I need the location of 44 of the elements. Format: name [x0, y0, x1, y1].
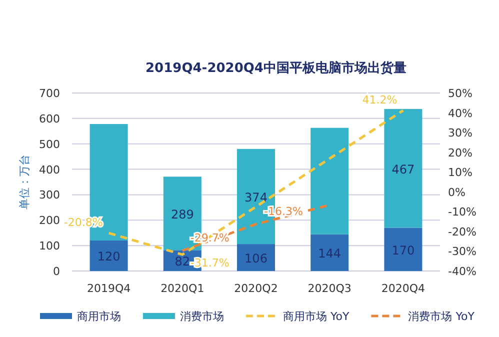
y-tick-label: 200: [39, 214, 60, 228]
y2-tick-label: 50%: [448, 87, 472, 100]
y2-tick-label: -40%: [448, 265, 476, 278]
bar: [90, 240, 128, 271]
bar: [384, 228, 422, 271]
y-tick-label: 700: [39, 87, 60, 100]
legend-label: 商用市场: [77, 310, 121, 323]
y-tick-label: 500: [39, 138, 60, 151]
legend-label: 商用市场 YoY: [283, 310, 350, 323]
y-axis-title: 单位：万台: [18, 154, 31, 210]
x-tick-label: 2020Q1: [160, 282, 204, 295]
y-tick-label: 400: [39, 163, 60, 176]
legend-label: 消费市场: [180, 310, 224, 323]
y2-tick-label: 20%: [448, 146, 472, 160]
data-label: 144: [318, 246, 342, 261]
y-tick-label: 300: [39, 188, 60, 202]
x-tick-label: 2020Q3: [308, 282, 352, 295]
y-tick-label: 600: [39, 112, 60, 126]
chart-title: 2019Q4-2020Q4中国平板电脑市场出货量: [146, 60, 406, 76]
y2-tick-label: 10%: [448, 166, 472, 180]
legend-label: 消费市场 YoY: [408, 310, 475, 323]
y2-tick-label: -10%: [448, 206, 476, 219]
bar: [384, 109, 422, 228]
x-tick-label: 2020Q2: [234, 282, 278, 295]
data-label: 120: [97, 250, 120, 264]
bar: [310, 234, 349, 271]
bar: [237, 244, 275, 271]
data-label: 467: [392, 162, 415, 176]
y2-tick-label: -20%: [448, 225, 476, 238]
y-tick-label: 100: [39, 240, 60, 253]
data-label: 82: [174, 254, 190, 269]
y2-tick-label: 40%: [448, 106, 472, 120]
x-tick-label: 2020Q4: [381, 282, 426, 295]
data-label: 170: [392, 243, 415, 258]
y2-tick-label: -30%: [448, 245, 476, 258]
data-label: 41.2%: [362, 93, 398, 106]
data-label: 289: [170, 207, 194, 222]
data-label: 374: [244, 190, 268, 204]
bar: [310, 128, 349, 234]
y2-tick-label: 0%: [448, 186, 466, 199]
x-tick-label: 2019Q4: [86, 282, 131, 295]
y2-tick-label: 30%: [448, 126, 472, 140]
y-tick-label: 0: [53, 265, 60, 278]
data-label: 106: [244, 252, 268, 266]
